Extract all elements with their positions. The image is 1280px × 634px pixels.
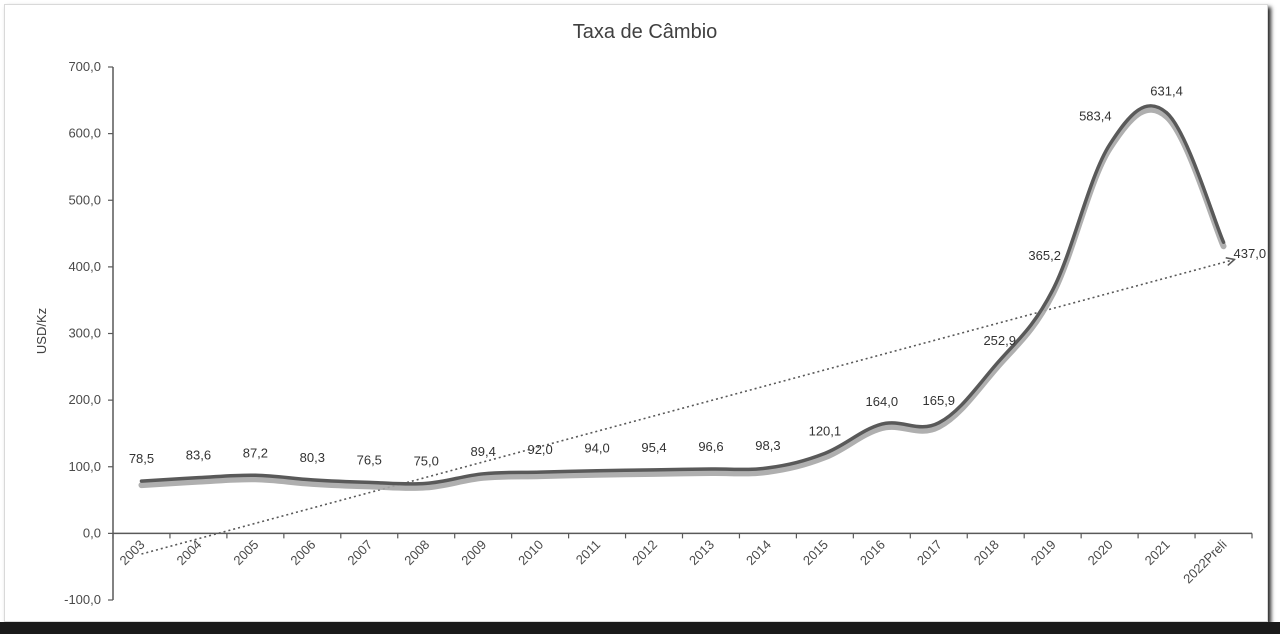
data-point: [140, 479, 143, 483]
x-tick-label: 2007: [344, 537, 375, 568]
data-point: [311, 478, 314, 482]
data-point: [994, 363, 997, 367]
data-label: 76,5: [357, 452, 382, 467]
data-point: [709, 467, 713, 471]
data-label: 83,6: [186, 448, 211, 463]
series-line-shadow: [138, 106, 1227, 491]
data-label: 631,4: [1150, 84, 1183, 99]
y-tick-label: 100,0: [68, 459, 101, 474]
y-tick-labels: -100,0 0,0 100,0 200,0 300,0 400,0 500,0 600,0 7…: [64, 59, 101, 607]
data-label: 120,1: [809, 423, 842, 438]
y-tick-label: 300,0: [68, 326, 101, 341]
chart-frame: [4, 4, 1268, 622]
x-tick-label: 2003: [117, 537, 148, 568]
data-point: [880, 422, 884, 426]
x-tick-label: 2021: [1142, 537, 1173, 568]
data-point: [766, 466, 770, 470]
x-tick-label: 2016: [857, 537, 888, 568]
x-tick-label: 2015: [800, 537, 831, 568]
x-tick-labels: 2003 2004 2005 2006 2007 2008 2009 2010 2011 2012…: [117, 537, 1230, 587]
y-tick-label: 0,0: [83, 525, 101, 540]
x-tick-label: 2011: [573, 537, 603, 567]
data-point: [823, 452, 827, 455]
data-label: 95,4: [641, 440, 666, 455]
data-label: 94,0: [584, 441, 609, 456]
axes: [108, 66, 1253, 601]
trendline: [141, 260, 1233, 555]
y-tick-label: 500,0: [68, 192, 101, 207]
x-tick-label: 2022Preli: [1180, 537, 1230, 587]
x-tick-label: 2012: [629, 537, 660, 568]
y-axis-label: USD/Kz: [34, 308, 49, 354]
data-label: 92,0: [527, 442, 552, 457]
data-labels: 78,5 83,6 87,2 80,3 76,5 75,0 89,4 92,0 94,0 95,4…: [129, 84, 1266, 469]
series-line: [138, 104, 1227, 491]
x-tick-label: 2018: [971, 537, 1002, 568]
x-tick-label: 2009: [458, 537, 489, 568]
data-label: 89,4: [471, 444, 496, 459]
y-tick-label: 200,0: [68, 392, 101, 407]
x-tick-label: 2013: [686, 537, 717, 568]
data-label: 98,3: [755, 438, 780, 453]
y-tick-label: 400,0: [68, 259, 101, 274]
chart-title: Taxa de Câmbio: [573, 21, 718, 43]
data-point: [538, 470, 542, 474]
data-point: [1222, 241, 1225, 244]
data-label: 437,0: [1234, 246, 1267, 261]
x-tick-label: 2019: [1028, 537, 1059, 568]
data-label: 80,3: [300, 450, 325, 465]
data-label: 78,5: [129, 451, 154, 466]
data-label: 164,0: [866, 394, 899, 409]
data-point: [937, 421, 940, 425]
x-tick-label: 2005: [230, 537, 261, 568]
data-point: [197, 476, 200, 479]
x-tick-label: 2006: [287, 537, 318, 568]
x-tick-label: 2017: [914, 537, 945, 568]
y-tick-label: 600,0: [68, 126, 101, 141]
data-label: 252,9: [983, 333, 1016, 348]
data-label: 87,2: [243, 445, 268, 460]
y-tick-label: -100,0: [64, 592, 101, 607]
data-point: [425, 482, 428, 485]
data-point: [1165, 111, 1168, 114]
trendline-path: [141, 260, 1233, 555]
data-label: 165,9: [923, 393, 956, 408]
data-label: 75,0: [414, 453, 439, 468]
data-point: [368, 481, 371, 484]
data-point: [481, 472, 485, 476]
data-point: [1051, 288, 1054, 292]
data-label: 96,6: [698, 439, 723, 454]
y-tick-label: 700,0: [68, 59, 101, 74]
data-label: 365,2: [1028, 248, 1061, 263]
x-tick-label: 2010: [515, 537, 546, 568]
data-label: 583,4: [1079, 109, 1112, 124]
data-point: [254, 474, 257, 477]
x-tick-label: 2014: [743, 537, 774, 568]
series-line-path: [139, 104, 1226, 486]
x-tick-label: 2020: [1085, 537, 1116, 568]
x-tick-label: 2004: [173, 537, 204, 568]
data-point: [1108, 143, 1111, 146]
data-point: [652, 468, 656, 472]
bottom-edge: [0, 622, 1280, 634]
x-tick-label: 2008: [401, 537, 432, 568]
data-point: [595, 469, 599, 472]
